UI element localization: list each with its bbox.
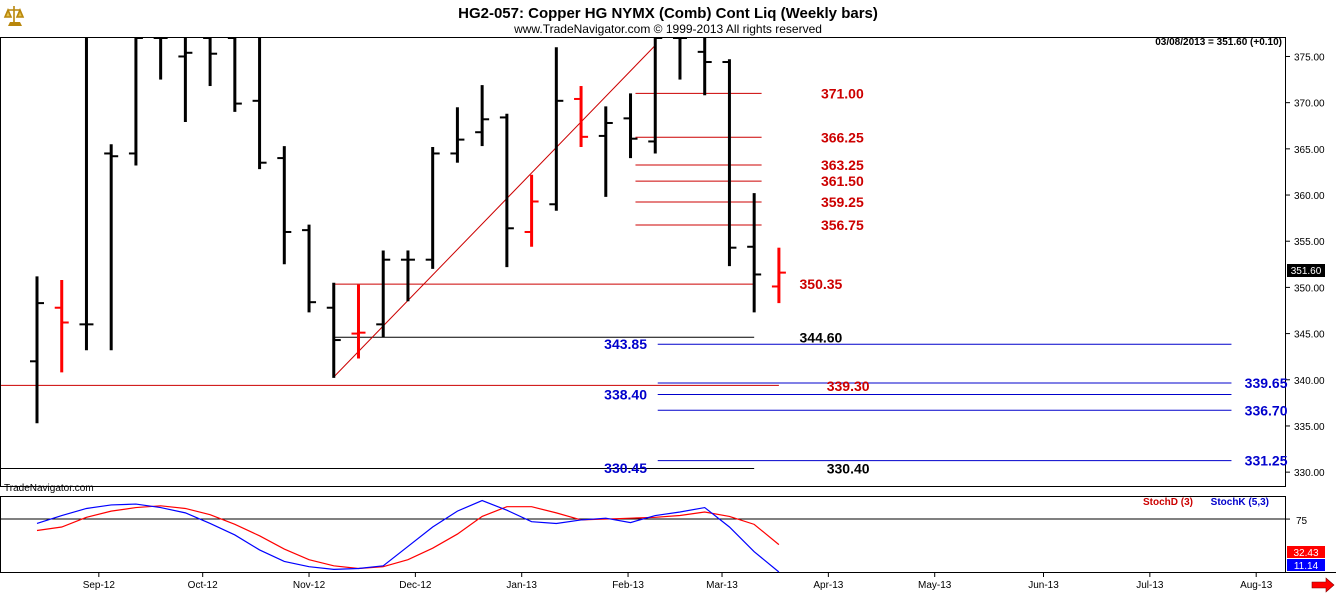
projection-lines [657, 343, 1232, 462]
level-label: 330.45 [604, 460, 647, 476]
last-price-tag-text: 351.60 [1291, 266, 1322, 277]
ohlc-bar [549, 47, 564, 211]
y-tick-label: 360.00 [1294, 191, 1325, 202]
stochd-legend: StochD (3) [1143, 497, 1193, 508]
x-tick-label: Aug-13 [1240, 580, 1273, 591]
y-tick-label: 355.00 [1294, 237, 1325, 248]
ohlc-bar [722, 59, 737, 267]
ohlc-bar [277, 146, 292, 265]
ohlc-bar [574, 86, 589, 147]
level-label: 330.40 [827, 460, 870, 476]
ohlc-bar [524, 174, 539, 247]
stochk-value-text: 11.14 [1294, 561, 1319, 572]
ohlc-bar [252, 38, 267, 170]
x-tick-label: Sep-12 [83, 580, 116, 591]
trendline [333, 45, 656, 378]
ohlc-bar [30, 276, 44, 424]
horizontal-lines [1, 283, 779, 469]
price-axis: 330.00 335.00 340.00 345.00 350.00 355.00 360.… [1285, 52, 1325, 479]
x-tick-label: Dec-12 [399, 580, 432, 591]
y-tick-label: 370.00 [1294, 99, 1325, 110]
x-tick-label: Jun-13 [1028, 580, 1059, 591]
ohlc-bar [450, 107, 465, 163]
ohlc-bar [302, 224, 317, 313]
ohlc-bar [128, 37, 143, 166]
x-tick-label: Mar-13 [706, 580, 738, 591]
ohlc-bar [672, 37, 687, 80]
ohlc-bar [153, 37, 168, 80]
ohlc-bar [351, 284, 366, 359]
ohlc-bar [747, 193, 762, 313]
stochd-line [36, 505, 780, 570]
last-price-tag [1287, 264, 1325, 277]
fib-level-label: 361.50 [821, 173, 864, 189]
watermark-text: TradeNavigator.com [4, 483, 94, 494]
stoch-level-label: 75 [1296, 516, 1308, 527]
ohlc-bar [499, 113, 514, 268]
level-label: 338.40 [604, 387, 647, 403]
x-tick-label: Oct-12 [188, 580, 218, 591]
x-tick-label: Jul-13 [1136, 580, 1164, 591]
ohlc-bar [623, 93, 638, 159]
logo-icon [3, 4, 26, 30]
ohlc-bar [697, 38, 712, 96]
chart-title: HG2-057: Copper HG NYMX (Comb) Cont Liq … [458, 5, 878, 22]
y-tick-label: 340.00 [1294, 376, 1325, 387]
ohlc-bar [54, 280, 69, 373]
level-labels: 350.35 344.60 343.85 339.30 339.65 338.40 336.… [604, 276, 1288, 476]
trendline-segment [333, 45, 656, 378]
ohlc-bar [227, 37, 242, 112]
last-quote: 03/08/2013 = 351.60 (+0.10) [1155, 37, 1282, 48]
ohlc-bar [79, 38, 94, 351]
ohlc-bar [203, 37, 218, 87]
time-axis: Sep-12 Oct-12 Nov-12 Dec-12 Jan-13 Feb-13 Mar-… [83, 572, 1273, 591]
ohlc-bar [326, 282, 341, 378]
y-tick-label: 350.00 [1294, 283, 1325, 294]
y-tick-label: 365.00 [1294, 145, 1325, 156]
ohlc-bar [376, 250, 391, 338]
stochastic-pane [1, 499, 1290, 573]
level-label: 343.85 [604, 336, 647, 352]
stochd-value-tag [1287, 546, 1325, 558]
x-tick-label: May-13 [918, 580, 952, 591]
fib-level-label: 356.75 [821, 217, 864, 233]
y-tick-label: 375.00 [1294, 52, 1325, 63]
stochd-value-text: 32.43 [1293, 548, 1318, 559]
level-label: 339.30 [827, 378, 870, 394]
scroll-right-arrow-icon[interactable] [1311, 577, 1335, 593]
copyright-text: www.TradeNavigator.com © 1999-2013 All r… [513, 22, 822, 36]
level-label: 336.70 [1245, 402, 1288, 418]
level-label: 350.35 [800, 276, 843, 292]
ohlc-bar [598, 106, 613, 197]
level-label: 331.25 [1245, 453, 1288, 469]
ohlc-bar [648, 37, 663, 154]
fib-level-label: 371.00 [821, 85, 864, 101]
x-tick-label: Feb-13 [612, 580, 644, 591]
level-label: 344.60 [800, 329, 843, 345]
ohlc-bar [178, 38, 193, 123]
ohlc-bars [30, 37, 786, 424]
ohlc-bar [104, 144, 119, 351]
stochk-value-tag [1287, 559, 1325, 571]
stoch-pane-frame [0, 496, 1286, 573]
level-label: 339.65 [1245, 375, 1288, 391]
ohlc-bar [400, 250, 415, 302]
x-tick-label: Nov-12 [293, 580, 326, 591]
stochk-legend: StochK (5,3) [1211, 497, 1269, 508]
x-tick-label: Jan-13 [506, 580, 537, 591]
ohlc-bar [475, 85, 490, 147]
x-tick-label: Apr-13 [813, 580, 843, 591]
price-pane-frame [0, 37, 1286, 487]
y-tick-label: 330.00 [1294, 468, 1325, 479]
stochk-line [36, 499, 780, 573]
fib-level-label: 363.25 [821, 157, 864, 173]
fib-level-label: 359.25 [821, 194, 864, 210]
ohlc-bar [425, 146, 440, 269]
fib-level-label: 366.25 [821, 129, 864, 145]
y-tick-label: 335.00 [1294, 422, 1325, 433]
y-tick-label: 345.00 [1294, 330, 1325, 341]
ohlc-bar [771, 247, 786, 304]
